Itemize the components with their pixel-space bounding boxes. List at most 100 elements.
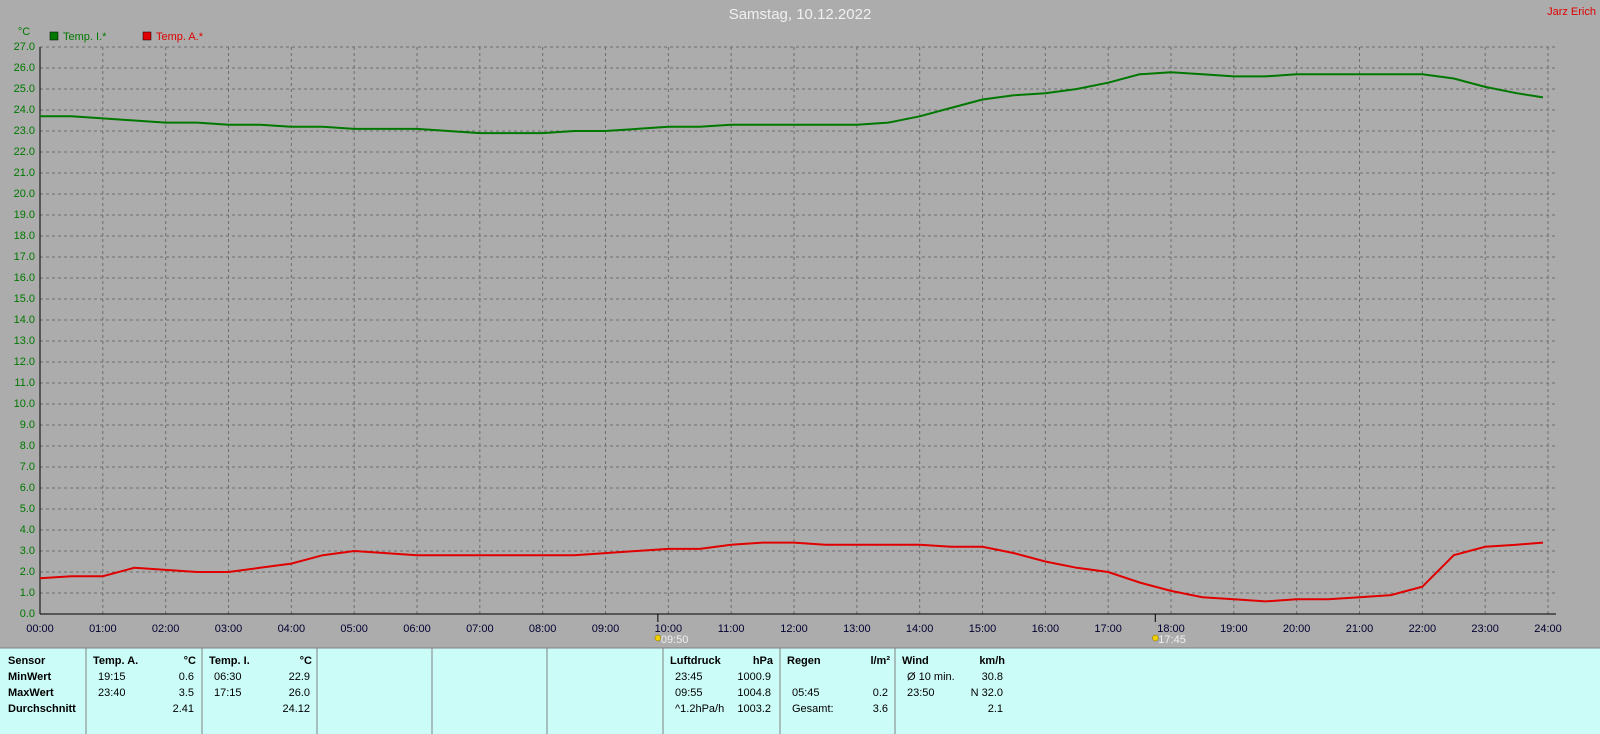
x-tick-label: 06:00 — [403, 623, 431, 635]
panel-name: Wind — [902, 655, 929, 667]
row-label: MinWert — [8, 671, 52, 683]
x-tick-label: 09:00 — [592, 623, 620, 635]
y-tick-label: 16.0 — [14, 272, 35, 284]
y-tick-label: 12.0 — [14, 356, 35, 368]
y-tick-label: 18.0 — [14, 230, 35, 242]
y-tick-label: 8.0 — [20, 440, 35, 452]
y-unit: °C — [18, 26, 30, 38]
panel-unit: km/h — [979, 655, 1005, 667]
panel-name: Regen — [787, 655, 821, 667]
cell-value: 1003.2 — [737, 703, 771, 715]
y-tick-label: 26.0 — [14, 62, 35, 74]
panel-name: Temp. I. — [209, 655, 250, 667]
x-tick-label: 10:00 — [655, 623, 683, 635]
x-tick-label: 08:00 — [529, 623, 557, 635]
y-tick-label: 24.0 — [14, 104, 35, 116]
x-tick-label: 11:00 — [718, 623, 745, 635]
panel-name: Luftdruck — [670, 655, 722, 667]
sun-icon — [1152, 634, 1159, 642]
x-tick-label: 23:00 — [1471, 623, 1499, 635]
x-tick-label: 04:00 — [278, 623, 306, 635]
y-tick-label: 0.0 — [20, 608, 35, 620]
cell-value: 22.9 — [289, 671, 310, 683]
cell-value: N 32.0 — [971, 687, 1003, 699]
cell-value: 1004.8 — [737, 687, 771, 699]
cell-value: 1000.9 — [737, 671, 771, 683]
y-tick-label: 14.0 — [14, 314, 35, 326]
y-tick-label: 3.0 — [20, 545, 35, 557]
y-tick-label: 22.0 — [14, 146, 35, 158]
cell-value: 2.41 — [173, 703, 194, 715]
cell-label: 17:15 — [214, 687, 242, 699]
y-tick-label: 9.0 — [20, 419, 35, 431]
legend-label: Temp. I.* — [63, 31, 107, 43]
x-tick-label: 02:00 — [152, 623, 180, 635]
panel-unit: l/m² — [870, 655, 890, 667]
x-tick-label: 20:00 — [1283, 623, 1311, 635]
x-tick-label: 15:00 — [969, 623, 997, 635]
cell-value: 24.12 — [282, 703, 310, 715]
marker-label: 09:50 — [661, 634, 689, 646]
cell-label: Ø 10 min. — [907, 671, 955, 683]
x-tick-label: 19:00 — [1220, 623, 1248, 635]
panel-unit: °C — [300, 655, 312, 667]
y-tick-label: 13.0 — [14, 335, 35, 347]
panel-unit: hPa — [753, 655, 774, 667]
cell-label: 09:55 — [675, 687, 703, 699]
sun-icon — [654, 634, 662, 642]
cell-value: 3.6 — [873, 703, 888, 715]
y-tick-label: 1.0 — [20, 587, 35, 599]
x-tick-label: 22:00 — [1409, 623, 1437, 635]
cell-value: 30.8 — [982, 671, 1003, 683]
cell-label: 06:30 — [214, 671, 242, 683]
cell-value: 0.6 — [179, 671, 194, 683]
x-tick-label: 18:00 — [1157, 623, 1185, 635]
x-tick-label: 17:00 — [1094, 623, 1122, 635]
x-tick-label: 13:00 — [843, 623, 871, 635]
cell-label: 23:45 — [675, 671, 703, 683]
stats-background — [0, 648, 1600, 734]
y-tick-label: 15.0 — [14, 293, 35, 305]
x-tick-label: 05:00 — [340, 623, 368, 635]
x-tick-label: 07:00 — [466, 623, 494, 635]
y-tick-label: 4.0 — [20, 524, 35, 536]
y-tick-label: 2.0 — [20, 566, 35, 578]
legend-swatch — [49, 31, 59, 41]
y-tick-label: 23.0 — [14, 125, 35, 137]
x-tick-label: 00:00 — [26, 623, 54, 635]
series-line — [40, 71, 1544, 135]
y-tick-label: 17.0 — [14, 251, 35, 263]
y-tick-label: 7.0 — [20, 461, 35, 473]
y-tick-label: 21.0 — [14, 167, 35, 179]
x-tick-label: 03:00 — [215, 623, 243, 635]
panel-unit: °C — [184, 655, 196, 667]
x-tick-label: 14:00 — [906, 623, 934, 635]
cell-label: 23:40 — [98, 687, 126, 699]
x-tick-label: 12:00 — [780, 623, 808, 635]
cell-label: ^1.2hPa/h — [675, 703, 724, 715]
row-label: MaxWert — [8, 687, 54, 699]
x-tick-label: 16:00 — [1032, 623, 1060, 635]
series-line — [39, 541, 1544, 603]
cell-label: 05:45 — [792, 687, 820, 699]
panel-name: Temp. A. — [93, 655, 138, 667]
x-tick-label: 24:00 — [1534, 623, 1562, 635]
cell-value: 0.2 — [873, 687, 888, 699]
y-tick-label: 10.0 — [14, 398, 35, 410]
marker-label: 17:45 — [1158, 634, 1186, 646]
y-tick-label: 27.0 — [14, 41, 35, 53]
cell-label: 19:15 — [98, 671, 126, 683]
y-tick-label: 19.0 — [14, 209, 35, 221]
cell-value: 3.5 — [179, 687, 194, 699]
chart-background — [0, 0, 1600, 648]
chart-title: Samstag, 10.12.2022 — [729, 6, 872, 23]
y-tick-label: 5.0 — [20, 503, 35, 515]
x-tick-label: 01:00 — [89, 623, 117, 635]
row-label: Sensor — [8, 655, 46, 667]
row-label: Durchschnitt — [8, 703, 76, 715]
legend-label: Temp. A.* — [156, 31, 204, 43]
cell-value: 2.1 — [988, 703, 1003, 715]
cell-value: 26.0 — [289, 687, 310, 699]
